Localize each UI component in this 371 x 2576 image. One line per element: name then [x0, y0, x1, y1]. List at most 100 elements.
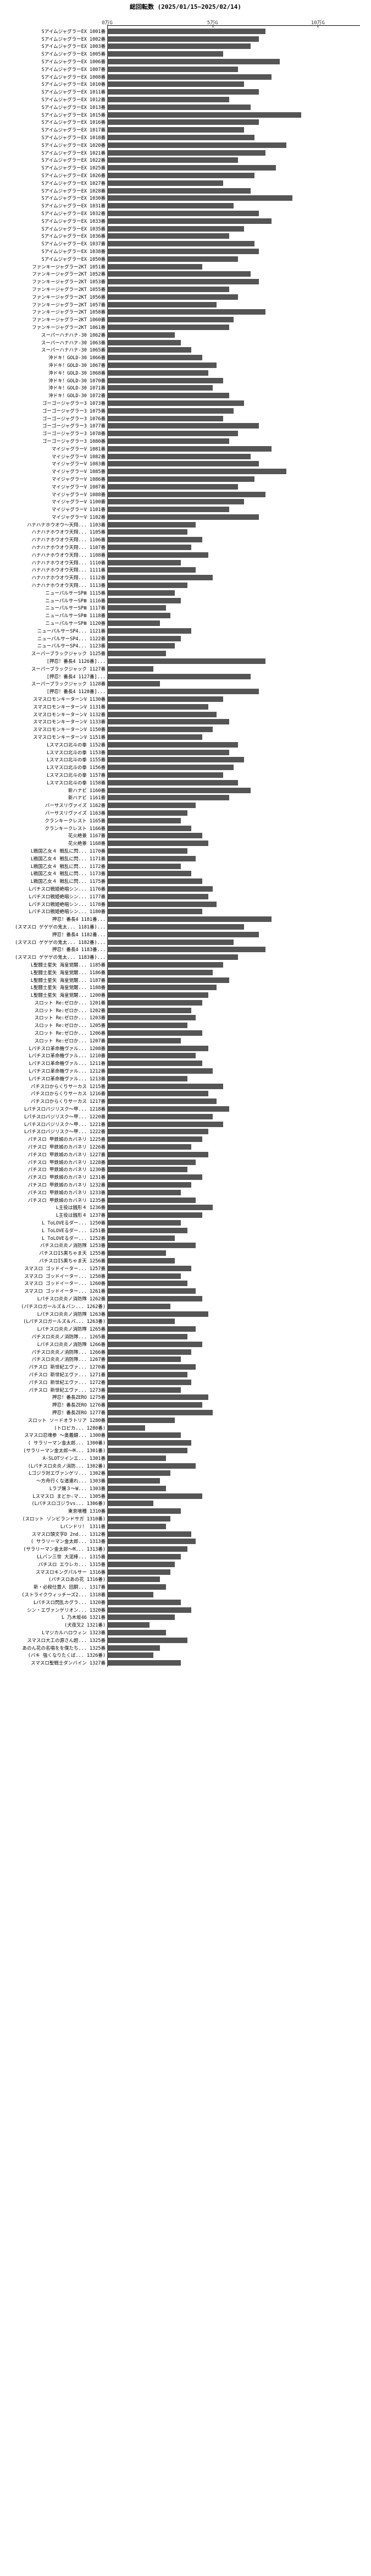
chart-rows: SアイムジャグラーEX 1001番SアイムジャグラーEX 1002番Sアイムジャ… [0, 28, 371, 1667]
bar [107, 871, 191, 876]
chart-row: ニューパルサーSPⅢ 1116番 [0, 597, 371, 605]
row-label: L聖闘士星矢 海皇覚醒... 1186番 [0, 969, 107, 976]
bar-area [107, 1113, 360, 1121]
chart-row: パチスロ炎炎ノ消防隊... 1266番 [0, 1348, 371, 1356]
bar [107, 195, 292, 201]
row-label: 押忍！番長ZERO 1277番 [0, 1409, 107, 1416]
bar [107, 947, 265, 952]
row-label: ハナハナホウオウ天翔... 1107番 [0, 544, 107, 551]
bar-area [107, 877, 360, 885]
row-label: ファンキージャグラー2KT 1055番 [0, 286, 107, 293]
row-label: 沖ドキ！GOLD-30 1066番 [0, 354, 107, 361]
bar [107, 1319, 175, 1324]
bar-area [107, 323, 360, 331]
bar [107, 750, 229, 755]
bar [107, 962, 223, 968]
chart-row: SアイムジャグラーEX 1005番 [0, 50, 371, 58]
row-label: ハナハナホウオウ天翔... 1111番 [0, 567, 107, 573]
row-label: Lパチスロ炎炎ノ消防隊 1265番 [0, 1326, 107, 1332]
bar [107, 1622, 149, 1628]
bar [107, 1410, 213, 1415]
row-label: スマスロ頭文字D 2nd... 1312番 [0, 1531, 107, 1537]
chart-row: SアイムジャグラーEX 1011番 [0, 88, 371, 96]
bar-area [107, 1629, 360, 1636]
chart-row: A-SLOTツインエ... 1301番 [0, 1454, 371, 1462]
bar [107, 1235, 175, 1241]
row-label: スマスロ大工の源さん超... 1325番 [0, 1637, 107, 1644]
bar-area [107, 627, 360, 635]
row-label: Lパチスロバジリスク～甲... 1221番 [0, 1121, 107, 1128]
chart-row: 花火絶景 1168番 [0, 839, 371, 847]
row-label: スマスロ聖戦士ダンバイン 1327番 [0, 1660, 107, 1666]
chart-row: Lスマスロ北斗の拳 1153番 [0, 749, 371, 756]
row-label: スーパーブラックジャック 1125番 [0, 650, 107, 657]
row-label: ゴーゴージャグラー3 1076番 [0, 415, 107, 422]
bar-area [107, 506, 360, 513]
bar [107, 1387, 181, 1393]
bar-area [107, 240, 360, 248]
row-label: パチスロ 甲鉄城のカバネリ 1228番 [0, 1159, 107, 1166]
bar-area [107, 1234, 360, 1242]
row-label: SアイムジャグラーEX 1033番 [0, 218, 107, 224]
bar [107, 1486, 166, 1491]
bar [107, 1061, 202, 1066]
bar-area [107, 1317, 360, 1325]
bar-area [107, 551, 360, 559]
row-label: パチスロ炎炎ノ消防隊... 1267番 [0, 1356, 107, 1363]
bar-area [107, 103, 360, 111]
bar-area [107, 885, 360, 893]
chart-row: (スマスロ ゲゲゲの鬼太... 1181番)... [0, 923, 371, 931]
bar [107, 1356, 181, 1362]
bar [107, 1106, 229, 1112]
row-label: Lスマスロ北斗の拳 1152番 [0, 742, 107, 748]
row-label: SアイムジャグラーEX 1030番 [0, 195, 107, 201]
bar [107, 469, 286, 474]
chart-row: SアイムジャグラーEX 1027番 [0, 179, 371, 187]
row-label: SアイムジャグラーEX 1027番 [0, 180, 107, 186]
bar [107, 461, 259, 466]
bar-area [107, 430, 360, 437]
bar [107, 583, 187, 588]
bar-area [107, 733, 360, 741]
bar-area [107, 589, 360, 597]
bar [107, 1091, 208, 1096]
bar-area [107, 1333, 360, 1341]
bar [107, 1440, 191, 1446]
chart-row: 沖ドキ！GOLD-30 1068番 [0, 369, 371, 377]
row-label: SアイムジャグラーEX 1015番 [0, 112, 107, 118]
bar [107, 1508, 181, 1514]
bar [107, 1136, 202, 1142]
bar-area [107, 703, 360, 711]
bar-area [107, 984, 360, 991]
bar [107, 894, 208, 899]
bar [107, 29, 265, 34]
bar-area [107, 1492, 360, 1500]
chart-row: SアイムジャグラーEX 1001番 [0, 28, 371, 35]
chart-row: (スロット ゾンビランドサガ 1310番) [0, 1515, 371, 1523]
row-label: SアイムジャグラーEX 1022番 [0, 157, 107, 163]
chart-row: ファンキージャグラー2KT 1055番 [0, 285, 371, 293]
bar-area [107, 612, 360, 619]
bar-area [107, 543, 360, 551]
chart-row: SアイムジャグラーEX 1028番 [0, 187, 371, 195]
bar [107, 1008, 191, 1013]
row-label: スマスロ ゴッドイーター... 1258番 [0, 1273, 107, 1279]
bar [107, 1394, 208, 1400]
row-label: マイジャグラーV 1082番 [0, 453, 107, 460]
row-label: Lバンドリ！ 1311番 [0, 1523, 107, 1530]
bar [107, 628, 191, 634]
chart-row: 沖ドキ！GOLD-30 1067番 [0, 361, 371, 369]
bar [107, 105, 251, 110]
bar-area [107, 1523, 360, 1530]
chart-row: ゴーゴージャグラー3 1080番 [0, 437, 371, 445]
chart-row: Lパチスロ戦姫絶唱シン... 1177番 [0, 893, 371, 900]
bar-area [107, 718, 360, 726]
chart-row: ( サラリーマン金太郎... 1313番 [0, 1538, 371, 1546]
chart-row: ニューパルサーSP4... 1122番 [0, 635, 371, 642]
row-label: スマスロキングパルサー 1316番 [0, 1569, 107, 1575]
chart-row: Lパチスロ革命機ヴァル... 1208番 [0, 1045, 371, 1052]
chart-row: [押忍！番長4 1128番]... [0, 688, 371, 695]
row-label: パチスロ 新世紀エヴァ... 1271番 [0, 1371, 107, 1378]
row-label: (スマスロ ゲゲゲの鬼太... 1183番)... [0, 954, 107, 960]
bar [107, 476, 254, 482]
